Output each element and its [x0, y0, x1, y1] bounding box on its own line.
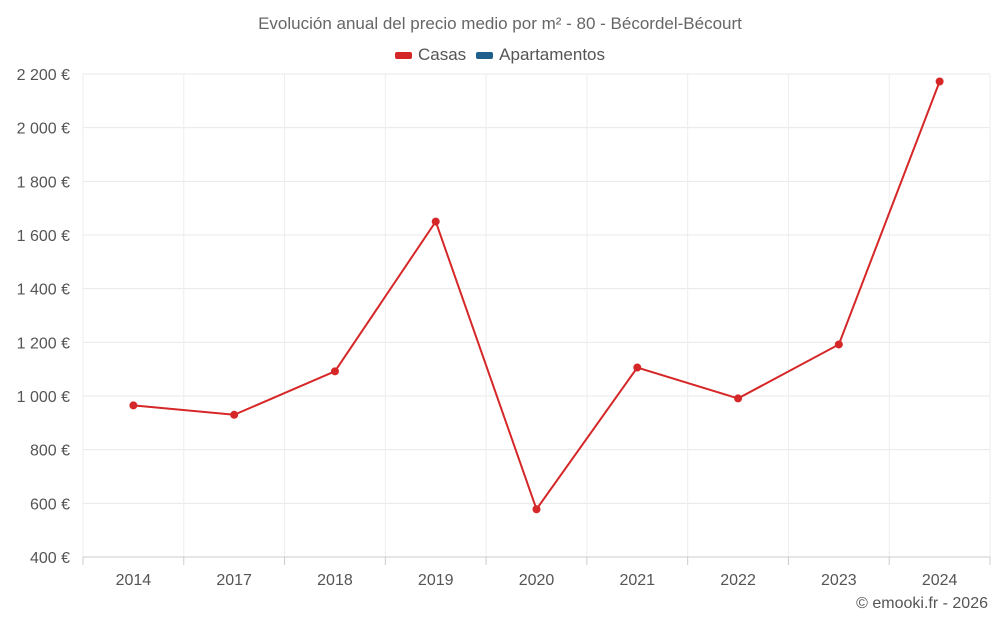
- y-tick-label: 600 €: [30, 496, 70, 513]
- x-tick-label: 2020: [519, 572, 555, 589]
- data-point-casas: [834, 340, 843, 349]
- legend-item-casas[interactable]: Casas: [394, 45, 467, 65]
- x-tick-label: 2014: [116, 572, 152, 589]
- x-tick-label: 2019: [418, 572, 454, 589]
- watermark: © emooki.fr - 2026: [856, 595, 988, 612]
- data-point-casas: [129, 401, 138, 410]
- y-tick-label: 1 200 €: [17, 335, 70, 352]
- x-tick-label: 2018: [317, 572, 353, 589]
- chart-title: Evolución anual del precio medio por m² …: [258, 14, 742, 33]
- series-line-casas: [133, 81, 941, 512]
- x-tick-label: 2021: [619, 572, 655, 589]
- x-tick-label: 2024: [922, 572, 958, 589]
- y-tick-label: 800 €: [30, 443, 70, 460]
- legend-label-casas: Casas: [417, 45, 467, 64]
- x-tick-label: 2023: [821, 572, 857, 589]
- data-point-casas: [734, 394, 743, 403]
- data-point-casas: [935, 77, 944, 86]
- data-point-casas: [431, 217, 440, 226]
- y-tick-label: 2 000 €: [17, 121, 70, 138]
- data-point-casas: [330, 367, 339, 376]
- y-tick-label: 1 800 €: [17, 174, 70, 191]
- y-tick-label: 2 200 €: [17, 67, 70, 84]
- y-tick-label: 1 000 €: [17, 389, 70, 406]
- data-point-casas: [532, 505, 541, 514]
- x-tick-label: 2022: [720, 572, 756, 589]
- legend-item-apartamentos[interactable]: Apartamentos: [476, 45, 605, 65]
- data-point-casas: [230, 410, 239, 419]
- y-tick-label: 1 400 €: [17, 282, 70, 299]
- x-tick-label: 2017: [216, 572, 252, 589]
- y-tick-label: 400 €: [30, 550, 70, 567]
- y-tick-label: 1 600 €: [17, 228, 70, 245]
- legend-swatch-apartamentos: [476, 51, 494, 59]
- legend-swatch-casas: [394, 51, 412, 59]
- data-point-casas: [633, 363, 642, 372]
- legend-label-apartamentos: Apartamentos: [499, 45, 606, 64]
- legend: Casas Apartamentos: [0, 45, 1000, 65]
